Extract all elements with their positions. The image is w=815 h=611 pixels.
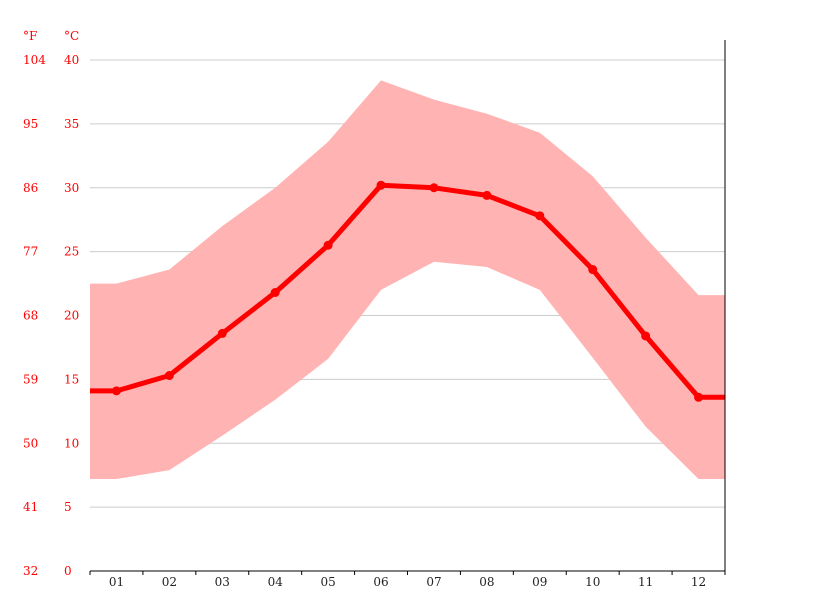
y-tick-celsius-30: 30 [64, 181, 79, 195]
y-tick-fahrenheit-104: 104 [23, 53, 46, 67]
x-tick-label-05: 05 [320, 575, 335, 589]
data-point-01 [111, 386, 121, 396]
y-tick-fahrenheit-32: 32 [23, 564, 38, 578]
x-tick-label-12: 12 [691, 575, 706, 589]
x-tick-label-03: 03 [215, 575, 230, 589]
data-point-10 [588, 265, 598, 275]
x-tick-label-07: 07 [426, 575, 441, 589]
fahrenheit-unit-label: °F [23, 29, 37, 43]
x-tick-label-04: 04 [268, 575, 284, 589]
data-point-12 [694, 392, 704, 402]
y-tick-celsius-25: 25 [64, 245, 79, 259]
y-tick-fahrenheit-86: 86 [23, 181, 38, 195]
y-tick-celsius-20: 20 [64, 309, 79, 323]
y-tick-celsius-5: 5 [64, 500, 72, 514]
x-tick-label-11: 11 [638, 575, 653, 589]
data-point-04 [270, 288, 280, 298]
y-tick-fahrenheit-68: 68 [23, 309, 38, 323]
y-tick-celsius-0: 0 [64, 564, 72, 578]
y-tick-fahrenheit-59: 59 [23, 372, 38, 386]
data-point-08 [482, 190, 492, 200]
data-point-07 [429, 183, 439, 193]
data-points [111, 180, 704, 402]
celsius-unit-label: °C [64, 29, 79, 43]
x-tick-label-08: 08 [479, 575, 494, 589]
x-tick-label-01: 01 [109, 575, 124, 589]
y-tick-celsius-10: 10 [64, 436, 79, 450]
data-point-06 [376, 180, 386, 190]
y-tick-fahrenheit-50: 50 [23, 436, 38, 450]
y-tick-fahrenheit-41: 41 [23, 500, 38, 514]
x-tick-label-09: 09 [532, 575, 547, 589]
y-tick-celsius-15: 15 [64, 372, 79, 386]
y-tick-fahrenheit-77: 77 [23, 245, 38, 259]
data-point-09 [535, 211, 545, 221]
x-tick-label-06: 06 [373, 575, 388, 589]
x-tick-label-10: 10 [585, 575, 600, 589]
x-axis-ticks: 01 02 03 04 05 06 07 08 09 10 11 12 [89, 570, 726, 589]
data-point-11 [641, 331, 651, 341]
y-axis-ticks: 0 32 5 41 10 50 15 59 20 68 25 77 30 86 35 95 40 104 [23, 53, 79, 578]
temperature-range-band [90, 80, 725, 480]
data-point-02 [164, 371, 174, 381]
y-tick-celsius-40: 40 [64, 53, 79, 67]
x-tick-label-02: 02 [162, 575, 177, 589]
data-point-03 [217, 328, 227, 338]
average-temperature-line [90, 182, 725, 400]
data-point-05 [323, 240, 333, 250]
y-tick-fahrenheit-95: 95 [23, 117, 38, 131]
y-tick-celsius-35: 35 [64, 117, 79, 131]
